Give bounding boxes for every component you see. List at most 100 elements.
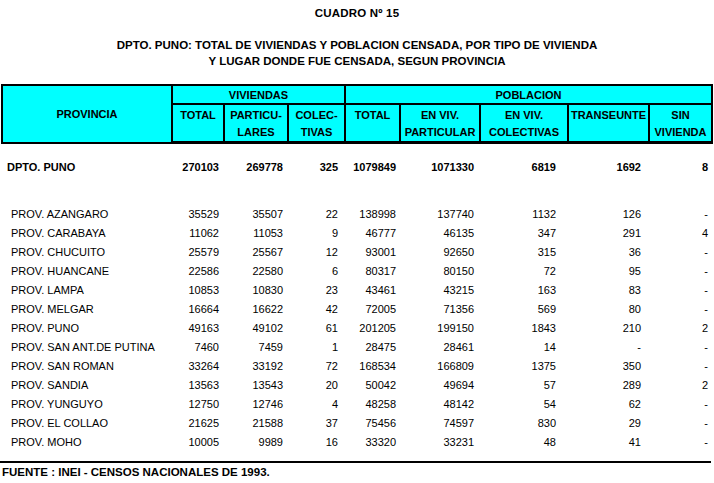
viv-particulares-cell: 9989 [224,433,288,452]
pob-transeunte-cell: 289 [568,376,649,395]
pob-en-viv-particular-cell: 1071330 [400,158,480,177]
pob-transeunte-cell: 80 [568,300,649,319]
pob-en-viv-colectivas-cell: 830 [480,414,568,433]
viv-total-cell: 7460 [172,338,224,357]
table-row: PROV. PUNO 49163 49102 61 201205 199150 … [2,319,712,338]
table-row: PROV. AZANGARO 35529 35507 22 138998 137… [2,205,712,224]
pob-en-viv-particular-cell: 92650 [400,243,480,262]
pob-sin-vivienda-cell: - [649,243,712,262]
pob-sin-vivienda-cell: - [649,338,712,357]
pob-en-viv-colectivas-cell: 1132 [480,205,568,224]
pob-transeunte-cell: 291 [568,224,649,243]
pob-transeunte-cell: 126 [568,205,649,224]
pob-transeunte-cell: 29 [568,414,649,433]
viv-colectivas-cell: 20 [288,376,345,395]
table-row: PROV. SANDIA 13563 13543 20 50042 49694 … [2,376,712,395]
province-cell: PROV. YUNGUYO [2,395,172,414]
viv-total-cell: 270103 [172,158,224,177]
pob-en-viv-particular-cell: 80150 [400,262,480,281]
viv-colectivas-cell: 16 [288,433,345,452]
pob-total-cell: 46777 [345,224,400,243]
pob-en-viv-colectivas-cell: 72 [480,262,568,281]
pob-total-cell: 75456 [345,414,400,433]
viv-total-cell: 12750 [172,395,224,414]
viv-colectivas-cell: 1 [288,338,345,357]
province-cell: PROV. MELGAR [2,300,172,319]
pob-sin-vivienda-header: SIN VIVIENDA [649,104,712,143]
viv-total-cell: 16664 [172,300,224,319]
province-cell: PROV. PUNO [2,319,172,338]
province-cell: PROV. MOHO [2,433,172,452]
viv-particulares-cell: 12746 [224,395,288,414]
pob-en-viv-colectivas-cell: 14 [480,338,568,357]
viv-particulares-cell: 35507 [224,205,288,224]
viv-total-cell: 35529 [172,205,224,224]
viv-total-cell: 10005 [172,433,224,452]
pob-en-viv-particular-cell: 71356 [400,300,480,319]
viv-total-cell: 10853 [172,281,224,300]
pob-transeunte-cell: 83 [568,281,649,300]
viv-particulares-cell: 21588 [224,414,288,433]
pob-transeunte-header: TRANSEUNTE [568,104,649,143]
viv-colectivas-cell: 37 [288,414,345,433]
viv-colectivas-cell: 23 [288,281,345,300]
pob-total-header: TOTAL [345,104,400,143]
table-row: PROV. SAN ANT.DE PUTINA 7460 7459 1 2847… [2,338,712,357]
table-body: DPTO. PUNO 270103 269778 325 1079849 107… [2,143,712,452]
page-title: CUADRO Nº 15 [0,7,714,19]
pob-en-viv-particular-cell: 49694 [400,376,480,395]
provincia-header: PROVINCIA [2,85,172,143]
pob-en-viv-colectivas-cell: 1375 [480,357,568,376]
table-row: PROV. MOHO 10005 9989 16 33320 33231 48 … [2,433,712,452]
pob-en-viv-colectivas-cell: 6819 [480,158,568,177]
table-row: PROV. LAMPA 10853 10830 23 43461 43215 1… [2,281,712,300]
viv-particulares-cell: 269778 [224,158,288,177]
pob-total-cell: 138998 [345,205,400,224]
viv-particulares-cell: 33192 [224,357,288,376]
pob-en-viv-colectivas-cell: 48 [480,433,568,452]
table-row-dpto-puno: DPTO. PUNO 270103 269778 325 1079849 107… [2,158,712,177]
viv-total-cell: 22586 [172,262,224,281]
province-cell: PROV. LAMPA [2,281,172,300]
viv-total-cell: 49163 [172,319,224,338]
pob-transeunte-cell: - [568,338,649,357]
viv-total-cell: 21625 [172,414,224,433]
viv-total-header: TOTAL [172,104,224,143]
viv-colectivas-cell: 9 [288,224,345,243]
table-row: PROV. CHUCUITO 25579 25567 12 93001 9265… [2,243,712,262]
pob-transeunte-cell: 210 [568,319,649,338]
pob-en-viv-particular-cell: 199150 [400,319,480,338]
pob-sin-vivienda-cell: - [649,433,712,452]
pob-en-viv-particular-cell: 166809 [400,357,480,376]
pob-en-viv-particular-cell: 74597 [400,414,480,433]
pob-en-viv-colectivas-header: EN VIV. COLECTIVAS [480,104,568,143]
table-row: PROV. HUANCANE 22586 22580 6 80317 80150… [2,262,712,281]
pob-en-viv-particular-cell: 28461 [400,338,480,357]
pob-transeunte-cell: 350 [568,357,649,376]
table-row: PROV. EL COLLAO 21625 21588 37 75456 745… [2,414,712,433]
pob-sin-vivienda-cell: 2 [649,376,712,395]
pob-en-viv-particular-header: EN VIV. PARTICULAR [400,104,480,143]
table-header: PROVINCIA VIVIENDAS POBLACION TOTAL PART… [2,85,712,143]
pob-transeunte-cell: 1692 [568,158,649,177]
pob-total-cell: 80317 [345,262,400,281]
pob-sin-vivienda-cell: - [649,357,712,376]
viv-particulares-cell: 25567 [224,243,288,262]
pob-total-cell: 43461 [345,281,400,300]
pob-en-viv-colectivas-cell: 1843 [480,319,568,338]
spacer-row [2,177,712,205]
pob-transeunte-cell: 62 [568,395,649,414]
pob-en-viv-particular-cell: 46135 [400,224,480,243]
pob-sin-vivienda-cell: - [649,281,712,300]
viv-colectivas-cell: 72 [288,357,345,376]
pob-total-cell: 72005 [345,300,400,319]
table-row: PROV. MELGAR 16664 16622 42 72005 71356 … [2,300,712,319]
province-cell: PROV. CARABAYA [2,224,172,243]
province-cell: DPTO. PUNO [2,158,172,177]
pob-transeunte-cell: 95 [568,262,649,281]
viv-particulares-cell: 10830 [224,281,288,300]
pob-en-viv-particular-cell: 43215 [400,281,480,300]
spacer-row [2,143,712,158]
pob-en-viv-particular-cell: 33231 [400,433,480,452]
viv-particulares-cell: 7459 [224,338,288,357]
